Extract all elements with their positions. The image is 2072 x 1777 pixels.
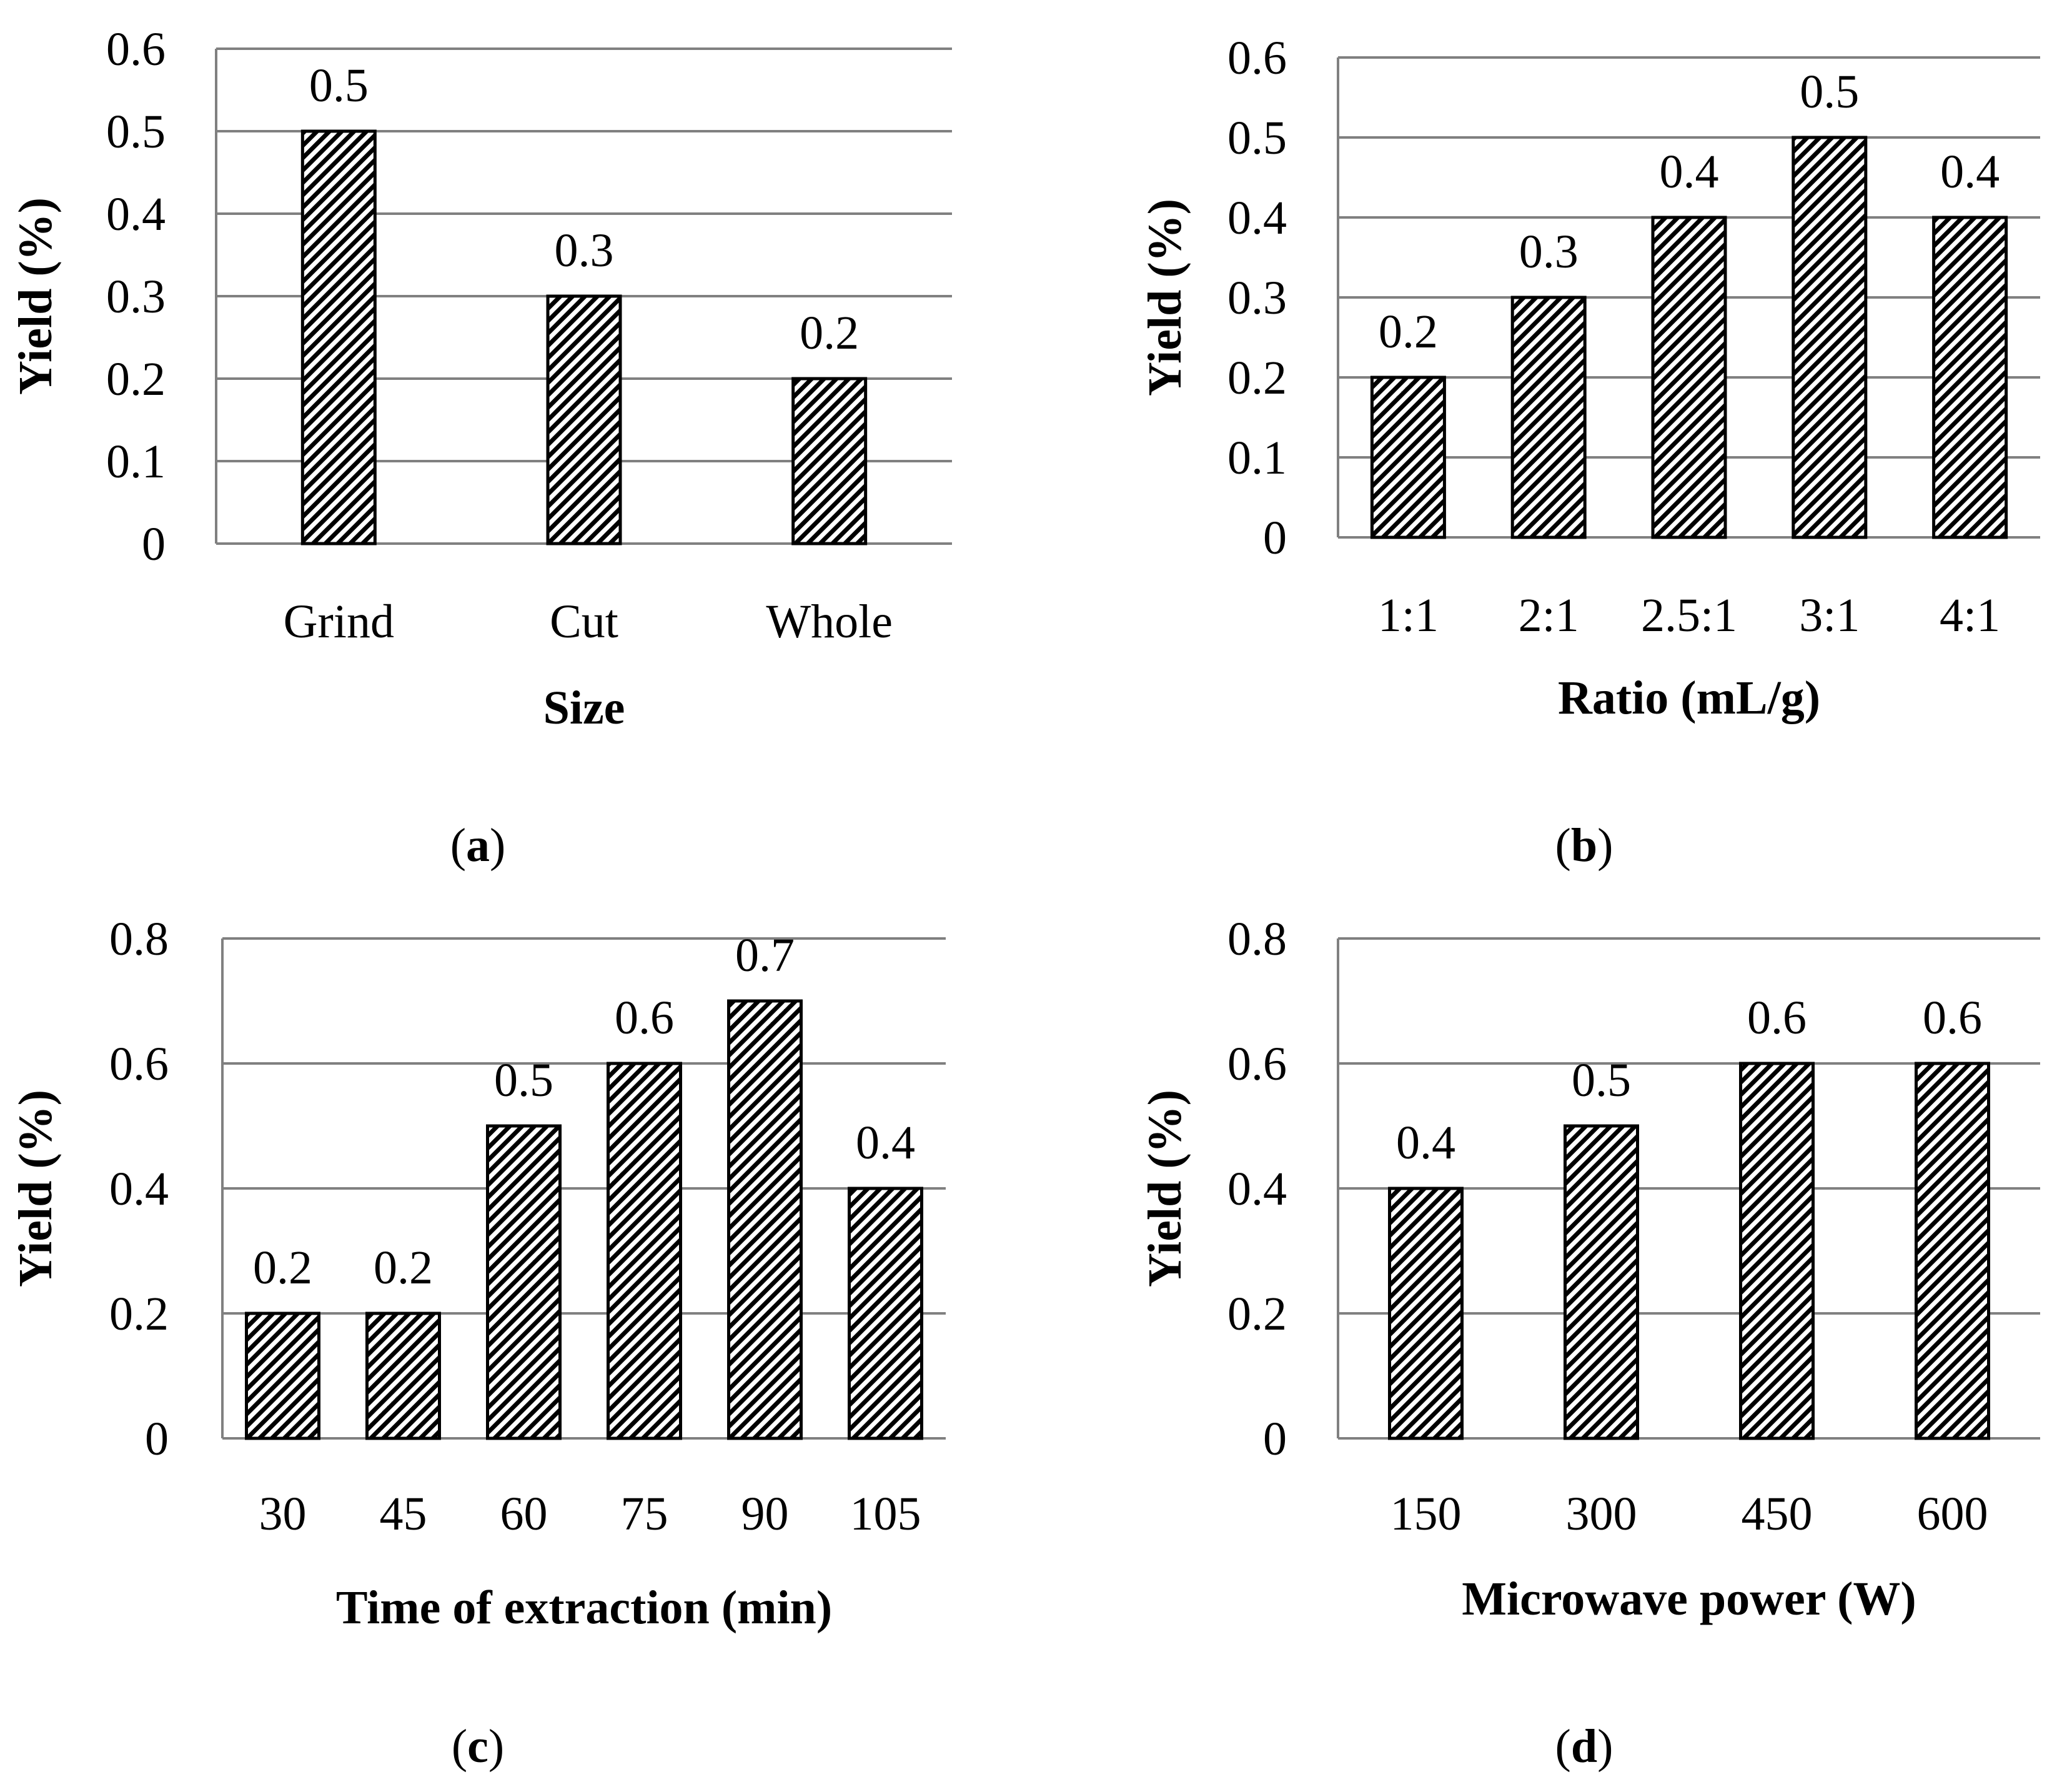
x-tick-label: 150 [1390,1488,1462,1540]
data-label: 0.4 [1940,146,2000,198]
chart-panel-c: 0 0.2 0.4 0.6 0.8 0.2 30 0.2 45 0.5 60 0.6 75 0.7 90 0.… [9,913,946,1773]
bar-75 [607,1062,682,1440]
y-tick-label: 0.4 [106,188,166,241]
data-label: 0.2 [1379,306,1438,358]
data-label: 0.5 [1800,66,1859,118]
bar-300 [1564,1124,1639,1440]
bar-1:1 [1370,376,1446,539]
x-tick-label: 4:1 [1940,589,2000,642]
y-tick-label: 0.8 [109,913,169,965]
data-label: 0.4 [1396,1117,1455,1169]
y-tick-label: 0 [1263,512,1287,564]
chart-panel-a: 0 0.1 0.2 0.3 0.4 0.5 0.6 0.5 Grind 0.3 Cut 0.2 Whol… [9,23,952,872]
x-tick-label: 600 [1917,1488,1988,1540]
y-tick-label: 0 [142,518,166,570]
y-tick-label: 0.2 [106,353,166,406]
bar-4:1 [1932,216,2008,539]
x-axis-title: Time of extraction (min) [336,1581,832,1634]
y-tick-label: 0.1 [1227,432,1287,484]
data-label: 0.5 [494,1054,553,1107]
x-tick-label: 2.5:1 [1641,589,1737,642]
data-label: 0.2 [253,1242,312,1294]
panel-label: (b) [1555,819,1613,872]
bar-3:1 [1792,136,1868,539]
data-label: 0.7 [735,929,795,982]
y-tick-label: 0.6 [109,1038,169,1090]
bar-2.5:1 [1651,216,1727,539]
y-tick-label: 0.4 [1227,1163,1287,1215]
bar-90 [727,999,803,1440]
chart-panel-b: 0 0.1 0.2 0.3 0.4 0.5 0.6 0.2 1:1 0.3 2:1 0.4 2.5:1 0… [1139,32,2040,872]
x-tick-label: 2:1 [1519,589,1579,642]
x-tick-label: Cut [550,595,618,648]
data-label: 0.6 [1747,992,1807,1044]
x-tick-label: 105 [850,1488,921,1540]
x-axis-title: Size [543,682,625,734]
x-axis-title: Microwave power (W) [1462,1573,1916,1625]
bar-450 [1739,1062,1815,1440]
y-tick-label: 0.5 [1227,112,1287,164]
y-axis-title: Yield (%) [9,1090,62,1287]
y-tick-label: 0.4 [1227,192,1287,244]
x-tick-label: 75 [621,1488,668,1540]
y-tick-label: 0.6 [106,23,166,76]
y-tick-label: 0.6 [1227,32,1287,84]
x-tick-label: 450 [1742,1488,1813,1540]
y-axis-title: Yield (%) [1139,1090,1191,1287]
y-tick-label: 0.3 [106,271,166,323]
x-tick-label: Grind [284,595,394,648]
y-tick-label: 0.2 [109,1288,169,1340]
y-tick-label: 0.2 [1227,1288,1287,1340]
y-tick-label: 0 [1263,1413,1287,1465]
bar-Whole [791,377,868,545]
data-label: 0.3 [1519,226,1579,278]
data-label: 0.6 [615,992,674,1044]
y-tick-label: 0.5 [106,106,166,158]
bar-30 [245,1312,320,1440]
bar-Grind [300,129,377,545]
y-axis-title: Yield (%) [1139,199,1191,396]
bar-150 [1388,1187,1464,1440]
x-axis-title: Ratio (mL/g) [1558,672,1820,724]
panel-label: (d) [1555,1720,1613,1773]
x-tick-label: 60 [500,1488,548,1540]
data-label: 0.4 [856,1117,915,1169]
bar-600 [1915,1062,1990,1440]
panel-label: (c) [452,1720,504,1773]
data-label: 0.2 [374,1242,433,1294]
bar-Cut [546,294,622,545]
y-tick-label: 0.3 [1227,272,1287,324]
y-axis-title: Yield (%) [9,197,62,395]
x-tick-label: 45 [380,1488,427,1540]
x-tick-label: 300 [1566,1488,1637,1540]
y-tick-label: 0.6 [1227,1038,1287,1090]
x-tick-label: 90 [741,1488,789,1540]
y-tick-label: 0.1 [106,436,166,488]
y-tick-label: 0.4 [109,1163,169,1215]
x-tick-label: Whole [766,595,893,648]
data-label: 0.3 [555,224,614,277]
panel-label: (a) [450,819,506,872]
y-tick-label: 0.8 [1227,913,1287,965]
x-tick-label: 1:1 [1378,589,1439,642]
data-label: 0.2 [800,307,859,359]
data-label: 0.5 [309,59,369,112]
data-label: 0.5 [1572,1054,1631,1107]
bar-60 [486,1124,562,1440]
data-label: 0.6 [1923,992,1982,1044]
y-tick-label: 0.2 [1227,352,1287,404]
bar-45 [365,1312,441,1440]
x-tick-label: 30 [259,1488,307,1540]
data-label: 0.4 [1660,146,1719,198]
chart-panel-d: 0 0.2 0.4 0.6 0.8 0.4 150 0.5 300 0.6 450 0.6 600Mic… [1139,913,2040,1773]
y-tick-label: 0 [145,1413,169,1465]
bar-105 [848,1187,923,1440]
x-tick-label: 3:1 [1799,589,1860,642]
bar-2:1 [1510,296,1587,539]
